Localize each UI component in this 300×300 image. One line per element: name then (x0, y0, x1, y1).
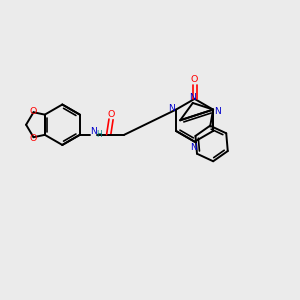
Text: N: N (90, 127, 97, 136)
Text: N: N (168, 103, 175, 112)
Text: O: O (30, 134, 37, 142)
Text: N: N (190, 143, 196, 152)
Text: O: O (107, 110, 115, 119)
Text: O: O (191, 75, 198, 84)
Text: H: H (96, 130, 102, 139)
Text: O: O (30, 107, 37, 116)
Text: N: N (189, 93, 196, 102)
Text: N: N (214, 106, 221, 116)
